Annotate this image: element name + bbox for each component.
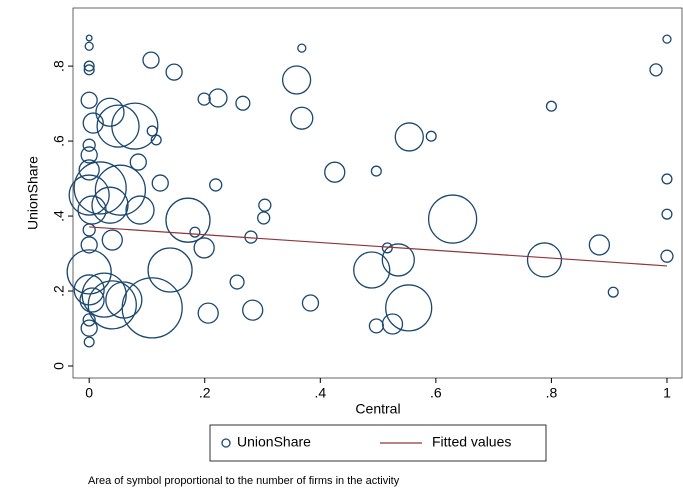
plot-frame — [72, 7, 683, 379]
point — [78, 159, 100, 181]
x-tick-label: .8 — [546, 385, 558, 401]
point — [80, 91, 98, 109]
point — [82, 112, 104, 134]
point — [353, 251, 391, 289]
point — [80, 236, 98, 254]
point — [281, 65, 312, 95]
point — [381, 313, 404, 335]
point — [370, 165, 382, 177]
point — [385, 284, 433, 332]
point — [111, 102, 159, 150]
point — [82, 313, 96, 327]
point — [68, 174, 110, 216]
y-tick-label: .4 — [51, 210, 67, 222]
point — [87, 280, 137, 330]
point — [73, 274, 105, 306]
x-tick-label: 1 — [663, 385, 671, 401]
point — [197, 302, 219, 324]
point — [427, 194, 478, 244]
point — [85, 34, 93, 42]
point — [96, 104, 140, 148]
x-axis-title: Central — [355, 401, 400, 417]
point — [142, 51, 160, 69]
point — [297, 43, 307, 53]
point — [73, 161, 127, 215]
point — [661, 208, 673, 220]
point — [83, 64, 95, 76]
y-axis-title: UnionShare — [25, 156, 41, 230]
point — [83, 60, 95, 72]
point — [208, 88, 228, 108]
point — [95, 97, 125, 127]
point — [588, 234, 611, 256]
point — [129, 153, 147, 171]
point — [607, 286, 619, 298]
x-tick-label: .6 — [430, 385, 442, 401]
x-tick-label: .4 — [314, 385, 326, 401]
point — [301, 294, 320, 312]
point — [165, 197, 211, 243]
x-tick-label: .2 — [199, 385, 211, 401]
point — [91, 186, 129, 224]
point — [662, 34, 672, 44]
legend-label: UnionShare — [237, 434, 311, 450]
point — [394, 122, 424, 152]
point — [324, 161, 346, 183]
point — [79, 287, 105, 313]
x-tick-label: 0 — [85, 385, 93, 401]
point — [209, 178, 223, 192]
legend-label: Fitted values — [432, 434, 511, 450]
point — [83, 336, 95, 348]
point — [82, 138, 96, 152]
point — [649, 63, 663, 77]
y-tick-label: .6 — [51, 135, 67, 147]
fit-line — [89, 226, 668, 267]
point — [151, 174, 169, 192]
point — [80, 319, 98, 337]
point — [257, 211, 271, 225]
point — [147, 247, 193, 293]
point — [229, 274, 245, 290]
point — [121, 277, 183, 339]
point — [125, 195, 155, 225]
legend — [209, 424, 547, 462]
y-tick-label: .8 — [51, 60, 67, 72]
point — [660, 249, 674, 263]
point — [545, 100, 557, 112]
point — [425, 130, 437, 142]
point — [193, 237, 215, 259]
point — [197, 92, 211, 106]
point — [82, 223, 96, 237]
legend-symbol — [221, 438, 231, 448]
point — [189, 226, 201, 238]
point — [235, 95, 251, 111]
point — [94, 164, 147, 216]
point — [165, 63, 183, 81]
point — [661, 173, 673, 185]
point — [290, 106, 314, 130]
point — [258, 198, 272, 212]
point — [81, 272, 127, 318]
point — [80, 146, 98, 164]
point — [84, 41, 94, 51]
point — [101, 229, 123, 251]
point — [66, 249, 112, 295]
y-tick-label: 0 — [51, 362, 67, 370]
point — [526, 242, 563, 278]
y-tick-label: .2 — [51, 285, 67, 297]
point — [381, 243, 415, 277]
point — [242, 299, 264, 321]
note: Area of symbol proportional to the numbe… — [88, 475, 400, 487]
